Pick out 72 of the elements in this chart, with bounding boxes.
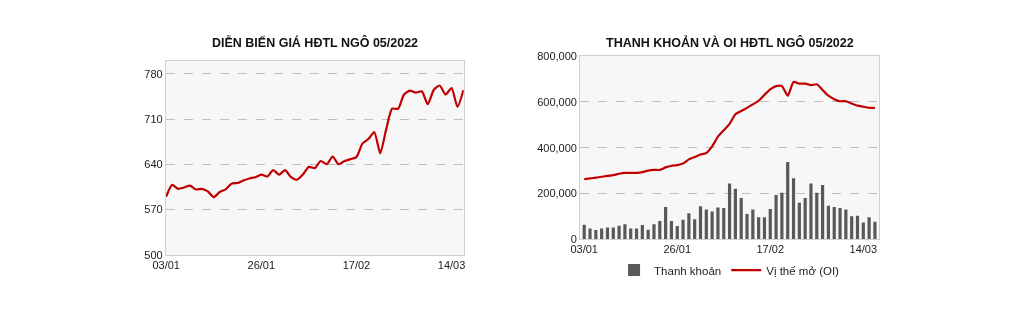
bar <box>739 198 743 240</box>
bar <box>681 219 685 240</box>
x-tick-label: 26/01 <box>663 243 691 256</box>
bar <box>658 220 662 240</box>
y-tick-label: 600,000 <box>537 95 577 108</box>
x-tick-label: 03/01 <box>570 243 598 256</box>
bar <box>803 198 807 240</box>
bar <box>786 162 790 240</box>
bar <box>640 225 644 240</box>
bar <box>652 224 656 240</box>
bar <box>762 217 767 240</box>
bar <box>669 220 674 240</box>
bar <box>704 209 708 240</box>
x-tick-label: 14/03 <box>437 258 466 271</box>
bar <box>727 183 732 240</box>
bar <box>838 207 842 240</box>
y-tick-label: 800,000 <box>537 49 577 62</box>
bar <box>757 217 761 240</box>
x-tick-label: 17/02 <box>756 243 785 256</box>
x-tick-label: 26/01 <box>247 258 276 271</box>
bar <box>617 225 621 240</box>
bar <box>693 219 697 240</box>
bar <box>664 206 668 240</box>
bar <box>861 222 865 240</box>
bar <box>855 215 860 240</box>
bar <box>634 228 639 240</box>
x-tick-label: 14/03 <box>849 243 878 256</box>
y-tick-label: 570 <box>144 203 163 216</box>
bar <box>797 202 801 240</box>
y-tick-label: 400,000 <box>537 141 577 154</box>
bar <box>675 225 679 240</box>
bar <box>815 192 819 240</box>
bar <box>710 211 714 240</box>
bar <box>850 216 854 240</box>
bar <box>774 195 778 240</box>
bar <box>733 188 737 240</box>
bar <box>745 214 749 240</box>
bar <box>780 192 784 240</box>
bar <box>844 209 848 240</box>
bar <box>588 228 592 240</box>
x-tick-label: 03/01 <box>152 258 180 271</box>
bar <box>867 217 871 240</box>
line-series <box>165 84 464 199</box>
x-tick-label: 17/02 <box>342 258 371 271</box>
bar <box>751 209 755 240</box>
bar <box>873 221 877 240</box>
bar <box>582 224 586 240</box>
bar <box>687 213 691 240</box>
chart-title: THANH KHOẢN VÀ OI HĐTL NGÔ 05/2022 <box>606 35 854 50</box>
bar <box>826 205 831 240</box>
bar <box>716 207 720 240</box>
bar <box>768 209 772 240</box>
legend-label: Vị thế mở (OI) <box>766 264 840 277</box>
bar <box>821 185 825 240</box>
bar <box>791 178 796 240</box>
line-series <box>583 80 877 181</box>
bar <box>594 230 598 240</box>
bar <box>629 228 633 240</box>
bar <box>832 206 836 240</box>
y-tick-label: 640 <box>144 158 163 171</box>
bar <box>722 207 726 240</box>
bar <box>698 206 703 240</box>
chart-title: DIỄN BIẾN GIÁ HĐTL NGÔ 05/2022 <box>212 35 419 50</box>
y-tick-label: 780 <box>144 67 163 80</box>
y-tick-label: 500 <box>144 248 163 261</box>
y-tick-label: 0 <box>570 233 577 246</box>
bar <box>600 228 604 240</box>
bar <box>809 183 813 240</box>
legend-label: Thanh khoản <box>654 264 722 277</box>
y-tick-label: 710 <box>144 112 163 125</box>
y-tick-label: 200,000 <box>537 187 577 200</box>
bar <box>623 224 627 240</box>
